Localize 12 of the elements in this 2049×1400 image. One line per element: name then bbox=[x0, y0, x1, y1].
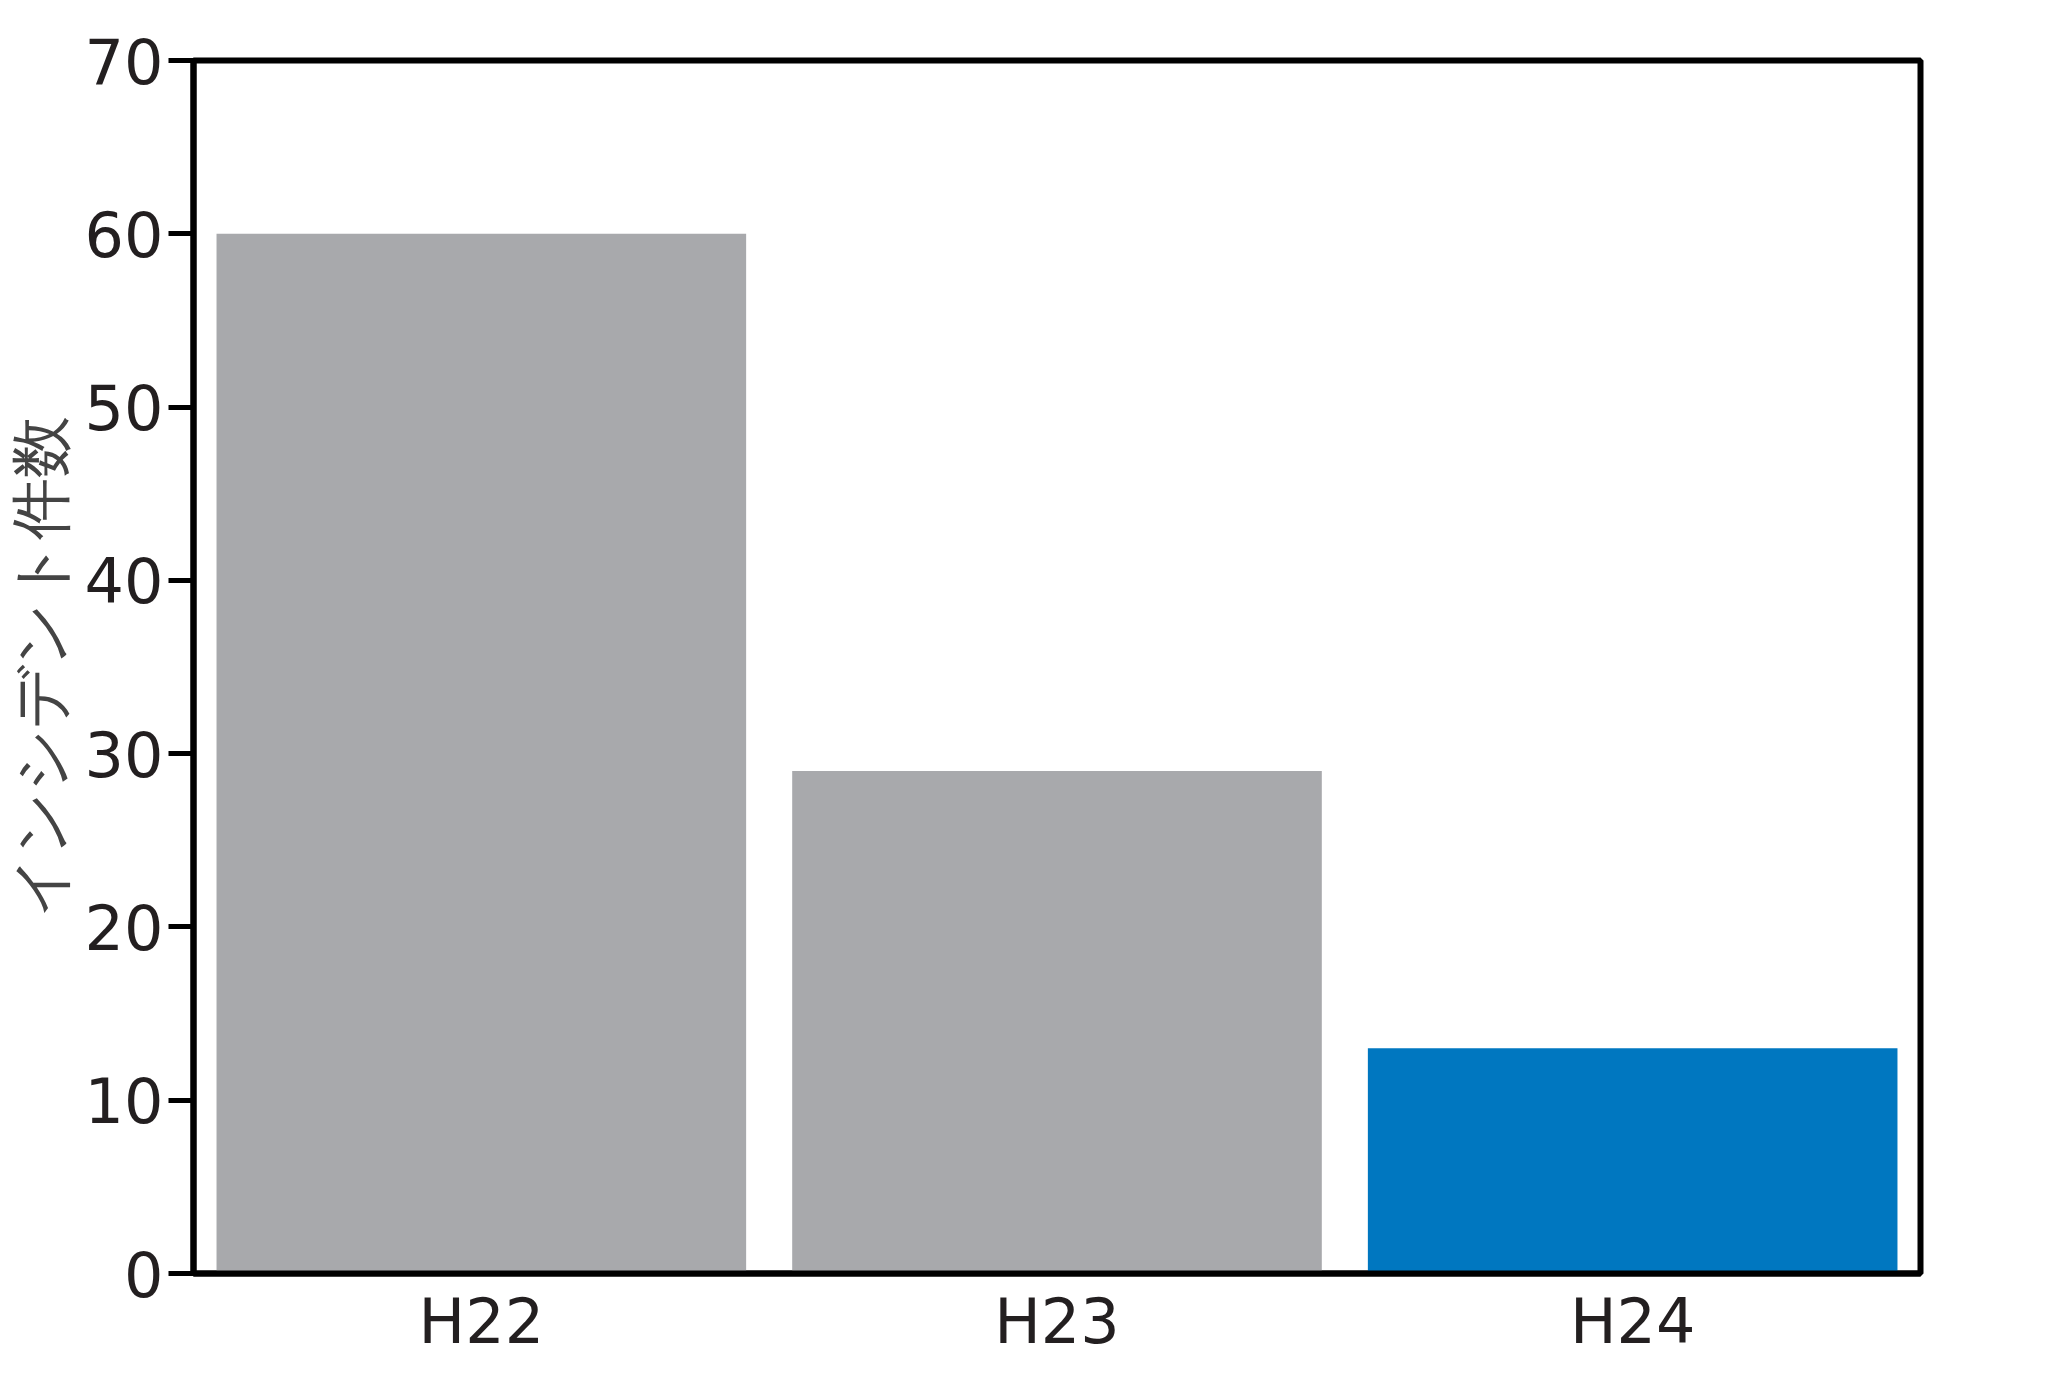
y-axis-title: インシデント件数 bbox=[3, 416, 77, 918]
y-tick-label: 10 bbox=[84, 1065, 164, 1139]
y-tick-label: 30 bbox=[84, 718, 164, 792]
x-tick-label: H23 bbox=[994, 1284, 1120, 1358]
y-tick-label: 60 bbox=[84, 198, 164, 272]
x-tick-label: H24 bbox=[1569, 1284, 1696, 1358]
y-tick-label: 0 bbox=[124, 1238, 164, 1312]
y-tick-label: 40 bbox=[84, 545, 164, 619]
y-tick-label: 20 bbox=[84, 891, 164, 965]
y-tick-label: 70 bbox=[84, 25, 164, 99]
y-tick-label: 50 bbox=[84, 372, 164, 446]
x-tick-label: H22 bbox=[418, 1284, 545, 1358]
